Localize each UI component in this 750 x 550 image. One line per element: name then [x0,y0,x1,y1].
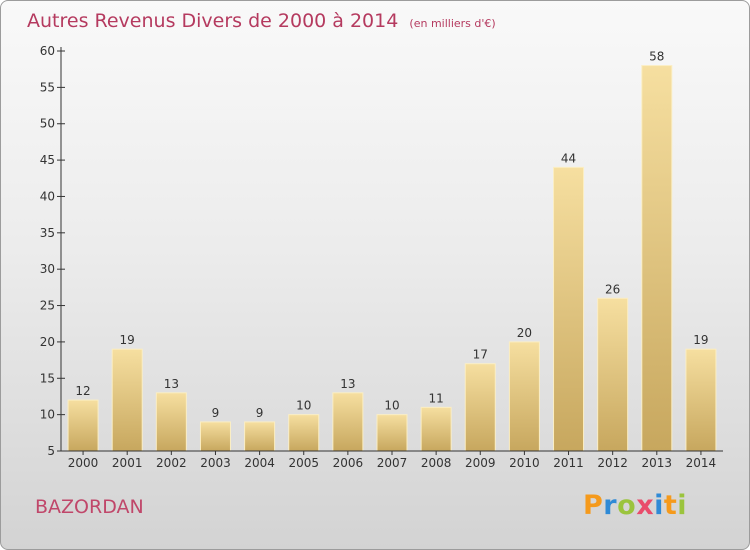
y-tick-label: 60 [40,44,55,58]
data-label: 44 [561,151,576,165]
x-tick-label: 2000 [68,456,99,470]
bar [420,406,452,452]
y-tick-label: 15 [40,371,55,385]
bar [597,297,629,452]
x-tick-label: 2008 [421,456,452,470]
y-tick-label: 35 [40,226,55,240]
data-label: 17 [473,348,488,362]
x-tick-label: 2009 [465,456,496,470]
x-tick-label: 2011 [553,456,584,470]
logo-letter: i [677,490,688,521]
bar [464,363,496,452]
data-label: 11 [428,391,443,405]
data-label: 10 [296,399,311,413]
y-tick-label: 55 [40,80,55,94]
bar [67,399,99,452]
y-tick-label: 5 [47,444,55,458]
chart-title-text: Autres Revenus Divers de 2000 à 2014 [27,10,399,32]
bar [332,392,364,452]
y-tick-label: 10 [40,408,55,422]
data-label: 13 [164,377,179,391]
data-label: 9 [256,406,264,420]
bar [288,414,320,452]
labels-group: 12 2000 19 2001 13 2002 9 2003 9 2004 10 2005 13 2006… [40,44,716,470]
axes-group [57,47,723,455]
bar [508,341,540,452]
data-label: 19 [120,333,135,347]
data-label: 10 [384,399,399,413]
data-label: 20 [517,326,532,340]
y-tick-label: 30 [40,262,55,276]
logo-letter: t [663,490,678,521]
chart-unit-note: (en milliers d'€) [409,17,496,30]
bar [553,166,585,452]
bar [685,348,717,452]
y-tick-label: 50 [40,117,55,131]
chart-title: Autres Revenus Divers de 2000 à 2014 (en… [27,10,496,32]
data-label: 13 [340,377,355,391]
bar [111,348,143,452]
data-label: 12 [75,384,90,398]
commune-name: BAZORDAN [35,496,144,518]
x-tick-label: 2004 [244,456,275,470]
x-tick-label: 2002 [156,456,187,470]
bar [155,392,187,452]
x-tick-label: 2003 [200,456,231,470]
x-tick-label: 2012 [597,456,628,470]
x-tick-label: 2013 [642,456,673,470]
data-label: 9 [212,406,220,420]
logo-letter: o [617,490,637,521]
x-tick-label: 2005 [288,456,319,470]
bar [641,65,673,452]
y-tick-label: 25 [40,299,55,313]
y-tick-label: 45 [40,153,55,167]
data-label: 58 [649,50,664,64]
x-tick-label: 2001 [112,456,143,470]
logo-letter: r [603,490,618,521]
bar [376,414,408,452]
data-label: 26 [605,282,620,296]
bar [199,421,231,452]
x-tick-label: 2010 [509,456,540,470]
y-tick-label: 20 [40,335,55,349]
logo-letter: x [636,490,655,521]
logo-letter: P [583,490,604,521]
x-tick-label: 2006 [333,456,364,470]
x-tick-label: 2014 [686,456,717,470]
bar [244,421,276,452]
x-tick-label: 2007 [377,456,408,470]
bars-group [67,65,717,452]
proxiti-logo: Proxiti [583,490,687,521]
data-label: 19 [693,333,708,347]
logo-letter: i [654,490,664,521]
y-tick-label: 40 [40,189,55,203]
